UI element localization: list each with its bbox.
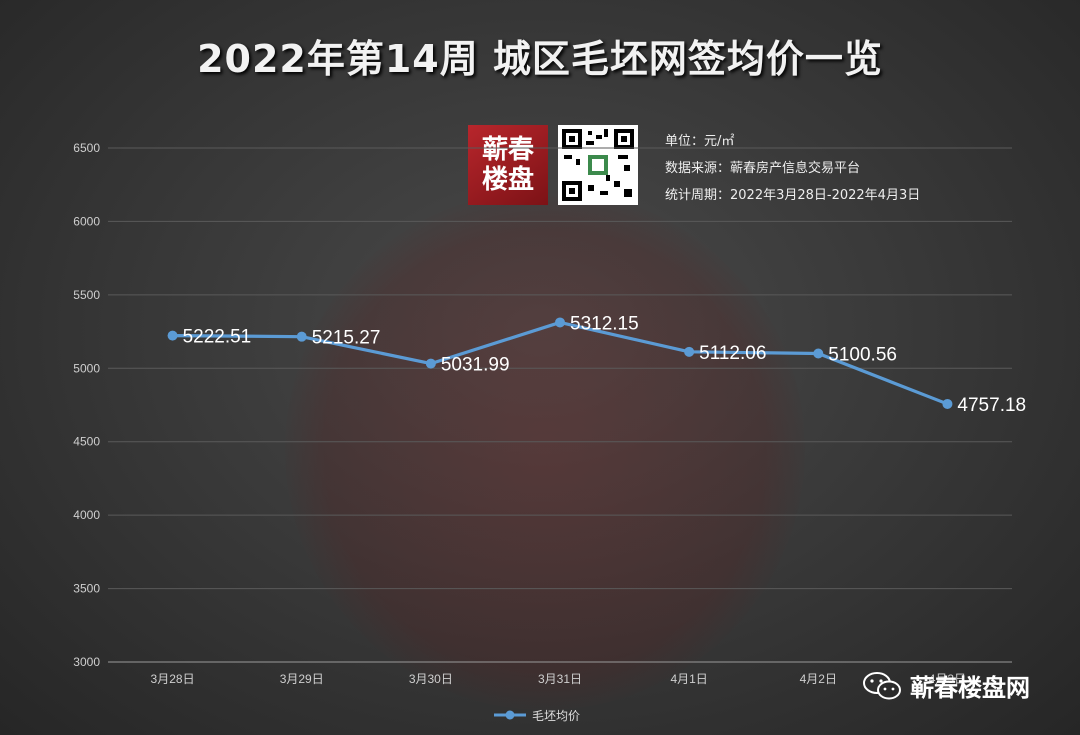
x-tick-label: 3月29日 (280, 672, 324, 686)
data-point (813, 348, 824, 359)
data-label: 5100.56 (828, 345, 897, 366)
data-point (425, 358, 436, 369)
data-label: 5031.99 (441, 355, 510, 376)
source-text: 数据来源：蕲春房产信息交易平台 (665, 161, 861, 176)
x-tick-label: 4月1日 (670, 672, 707, 686)
brand-logo: 蕲春 楼盘 (468, 125, 548, 205)
y-tick-label: 3000 (73, 655, 100, 669)
x-tick-label: 3月28日 (151, 672, 195, 686)
y-tick-label: 3500 (73, 582, 100, 596)
y-tick-label: 6500 (73, 141, 100, 155)
logo-line-1: 蕲春 (481, 135, 534, 165)
chart-info-block: 单位：元/㎡ 数据来源：蕲春房产信息交易平台 统计周期：2022年3月28日-2… (665, 128, 920, 209)
y-tick-label: 5000 (73, 361, 100, 375)
wechat-icon (863, 671, 901, 699)
data-point (296, 331, 307, 342)
y-tick-label: 4500 (73, 435, 100, 449)
footer-brand-text: 蕲春楼盘网 (910, 674, 1030, 702)
data-label: 5215.27 (312, 328, 381, 349)
qr-code-graphic (562, 129, 634, 201)
x-tick-label: 3月31日 (538, 672, 582, 686)
data-label: 5312.15 (570, 313, 639, 334)
background-logo-watermark (285, 190, 805, 710)
data-point (555, 317, 565, 328)
data-label: 5112.06 (699, 343, 766, 364)
y-tick-label: 6000 (73, 214, 100, 228)
legend-label: 毛坯均价 (532, 709, 580, 723)
data-label: 5222.51 (183, 327, 252, 348)
x-tick-label: 4月2日 (800, 672, 837, 686)
chart-title: 2022年第14周 城区毛坯网签均价一览 (197, 37, 883, 81)
unit-text: 单位：元/㎡ (665, 134, 735, 149)
legend-marker (505, 710, 515, 720)
footer-brand: 蕲春楼盘网 (862, 668, 1030, 703)
x-tick-label: 3月30日 (409, 672, 453, 686)
period-text: 统计周期：2022年3月28日-2022年4月3日 (665, 188, 921, 203)
x-tick-label: 4月3日 (929, 672, 966, 686)
y-tick-label: 4000 (73, 508, 100, 522)
qr-code (558, 125, 638, 205)
data-point (684, 346, 695, 357)
data-point (942, 398, 953, 409)
data-label: 4757.18 (957, 395, 1026, 416)
data-point (167, 330, 178, 341)
logo-line-2: 楼盘 (481, 165, 534, 195)
y-tick-label: 5500 (73, 288, 100, 302)
